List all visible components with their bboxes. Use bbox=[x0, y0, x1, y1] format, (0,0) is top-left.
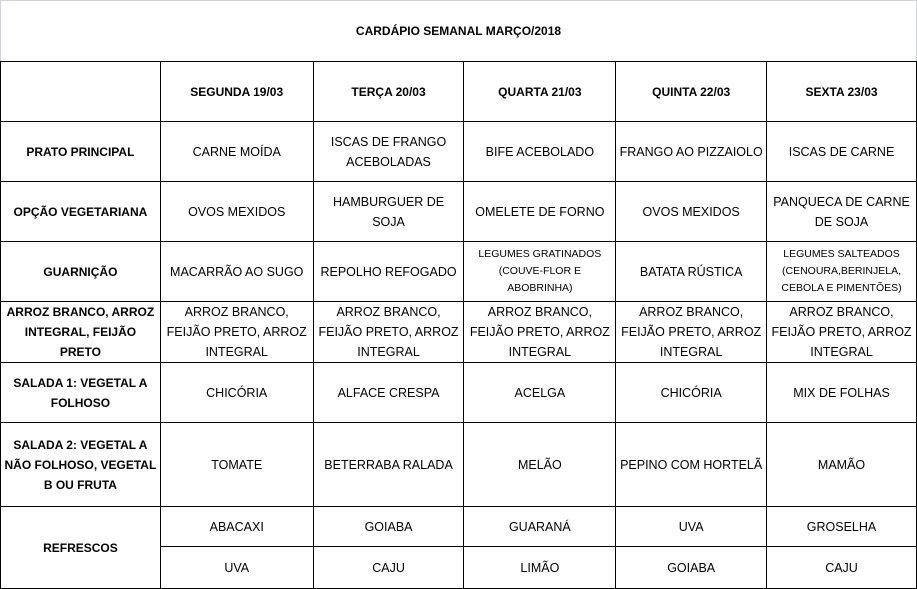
day-header: SEXTA 23/03 bbox=[766, 61, 917, 122]
row-label: REFRESCOS bbox=[0, 506, 161, 589]
menu-cell: ABACAXI bbox=[159, 506, 314, 547]
day-header: QUINTA 22/03 bbox=[615, 61, 768, 122]
day-header: TERÇA 20/03 bbox=[312, 61, 465, 122]
menu-cell: HAMBURGUER DE SOJA bbox=[312, 181, 465, 242]
row-label: ARROZ BRANCO, ARROZ INTEGRAL, FEIJÃO PRE… bbox=[0, 301, 161, 363]
menu-cell: LIMÃO bbox=[463, 546, 617, 589]
menu-cell: CARNE MOÍDA bbox=[159, 121, 314, 182]
row-label: OPÇÃO VEGETARIANA bbox=[0, 181, 161, 242]
menu-cell: CHICÓRIA bbox=[159, 362, 314, 423]
menu-cell: ARROZ BRANCO, FEIJÃO PRETO, ARROZ INTEGR… bbox=[766, 301, 917, 363]
table-row: SALADA 1: VEGETAL A FOLHOSO CHICÓRIA ALF… bbox=[0, 362, 917, 423]
weekly-menu-table: SEGUNDA 19/03 TERÇA 20/03 QUARTA 21/03 Q… bbox=[0, 61, 917, 589]
menu-cell: REPOLHO REFOGADO bbox=[312, 241, 465, 302]
menu-cell: BATATA RÚSTICA bbox=[615, 241, 768, 302]
table-row: GUARNIÇÃO MACARRÃO AO SUGO REPOLHO REFOG… bbox=[0, 241, 917, 302]
row-label: SALADA 2: VEGETAL A NÃO FOLHOSO, VEGETAL… bbox=[0, 422, 161, 507]
menu-cell: UVA bbox=[159, 546, 314, 589]
menu-cell: ARROZ BRANCO, FEIJÃO PRETO, ARROZ INTEGR… bbox=[463, 301, 617, 363]
day-header: QUARTA 21/03 bbox=[463, 61, 617, 122]
header-row: SEGUNDA 19/03 TERÇA 20/03 QUARTA 21/03 Q… bbox=[0, 61, 917, 122]
menu-cell: MACARRÃO AO SUGO bbox=[159, 241, 314, 302]
day-header: SEGUNDA 19/03 bbox=[159, 61, 314, 122]
corner-cell bbox=[0, 61, 161, 122]
table-row: REFRESCOS ABACAXI GOIABA GUARANÁ UVA GRO… bbox=[0, 506, 917, 589]
menu-cell: GUARANÁ bbox=[463, 506, 617, 547]
menu-cell: BIFE ACEBOLADO bbox=[463, 121, 617, 182]
menu-cell: PANQUECA DE CARNE DE SOJA bbox=[766, 181, 917, 242]
menu-title: CARDÁPIO SEMANAL MARÇO/2018 bbox=[0, 0, 917, 61]
menu-cell: GOIABA bbox=[312, 506, 465, 547]
menu-cell: OVOS MEXIDOS bbox=[159, 181, 314, 242]
menu-cell: MAMÃO bbox=[766, 422, 917, 507]
row-label: SALADA 1: VEGETAL A FOLHOSO bbox=[0, 362, 161, 423]
menu-cell: OMELETE DE FORNO bbox=[463, 181, 617, 242]
menu-cell: ARROZ BRANCO, FEIJÃO PRETO, ARROZ INTEGR… bbox=[312, 301, 465, 363]
menu-cell: OVOS MEXIDOS bbox=[615, 181, 768, 242]
menu-cell: UVA bbox=[615, 506, 768, 547]
menu-cell: ALFACE CRESPA bbox=[312, 362, 465, 423]
menu-cell: ARROZ BRANCO, FEIJÃO PRETO, ARROZ INTEGR… bbox=[159, 301, 314, 363]
menu-cell: TOMATE bbox=[159, 422, 314, 507]
row-label: PRATO PRINCIPAL bbox=[0, 121, 161, 182]
table-row: OPÇÃO VEGETARIANA OVOS MEXIDOS HAMBURGUE… bbox=[0, 181, 917, 242]
menu-cell: GROSELHA bbox=[766, 506, 917, 547]
menu-cell: CHICÓRIA bbox=[615, 362, 768, 423]
menu-cell: BETERRABA RALADA bbox=[312, 422, 465, 507]
table-row: UVA CAJU LIMÃO GOIABA CAJU bbox=[1, 546, 917, 589]
menu-cell: MELÃO bbox=[463, 422, 617, 507]
menu-cell: MIX DE FOLHAS bbox=[766, 362, 917, 423]
table-row: PRATO PRINCIPAL CARNE MOÍDA ISCAS DE FRA… bbox=[0, 121, 917, 182]
menu-cell: LEGUMES GRATINADOS (COUVE-FLOR E ABOBRIN… bbox=[463, 241, 617, 302]
menu-cell: GOIABA bbox=[615, 546, 768, 589]
menu-cell: FRANGO AO PIZZAIOLO bbox=[615, 121, 768, 182]
menu-cell: CAJU bbox=[766, 546, 917, 589]
menu-cell: ISCAS DE FRANGO ACEBOLADAS bbox=[312, 121, 465, 182]
menu-cell: ARROZ BRANCO, FEIJÃO PRETO, ARROZ INTEGR… bbox=[615, 301, 768, 363]
menu-cell: CAJU bbox=[312, 546, 465, 589]
table-row: ARROZ BRANCO, ARROZ INTEGRAL, FEIJÃO PRE… bbox=[0, 301, 917, 363]
table-row: SALADA 2: VEGETAL A NÃO FOLHOSO, VEGETAL… bbox=[0, 422, 917, 507]
menu-cell: ISCAS DE CARNE bbox=[766, 121, 917, 182]
row-label: GUARNIÇÃO bbox=[0, 241, 161, 302]
menu-cell: ACELGA bbox=[463, 362, 617, 423]
menu-cell: LEGUMES SALTEADOS (CENOURA,BERINJELA, CE… bbox=[766, 241, 917, 302]
menu-cell: PEPINO COM HORTELÃ bbox=[615, 422, 768, 507]
